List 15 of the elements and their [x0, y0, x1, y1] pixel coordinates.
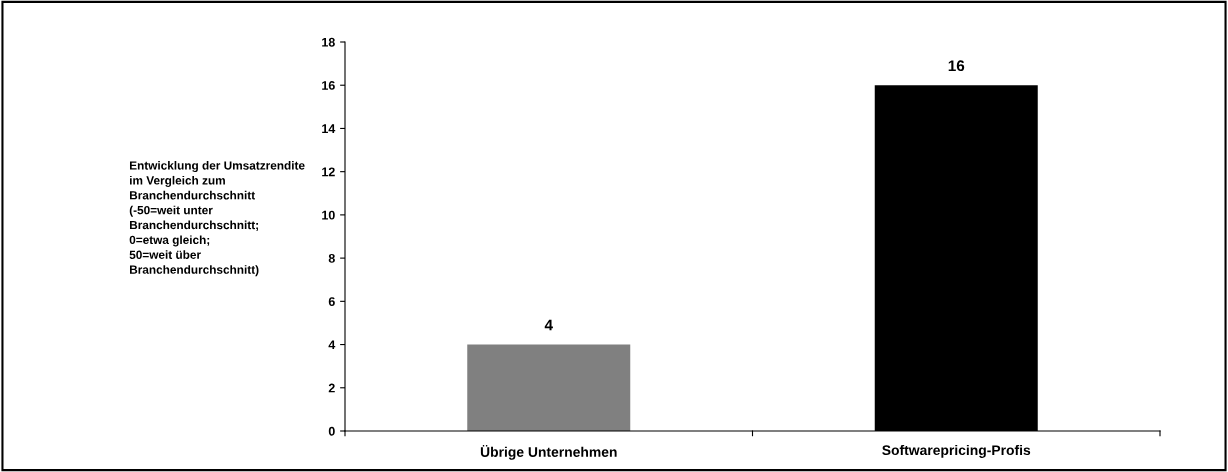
y-tick-label: 12 [322, 167, 335, 177]
y-tick-label: 14 [322, 124, 336, 133]
y-tick-label: 0 [328, 426, 335, 436]
y-tick-label: 6 [328, 297, 335, 306]
y-tick-label: 8 [328, 253, 335, 263]
y-tick-label: 2 [328, 383, 335, 393]
y-tick-label: 4 [328, 340, 336, 350]
data-label: 4 [544, 319, 553, 331]
x-tick-label: Übrige Unternehmen [480, 444, 617, 460]
y-axis-title: Entwicklung der Umsatzrendite im Vergleich zum Branchendurchschnitt (-50=weit unter Branchendurchschnitt; 0=etwa gleich; 50=weit über Branchendurchschnitt) [129, 161, 305, 277]
data-label: 16 [948, 60, 965, 72]
y-tick-label: 18 [322, 37, 335, 47]
x-tick-label: Softwarepricing-Profis [882, 444, 1031, 458]
y-tick-label: 16 [322, 81, 335, 90]
y-tick-label: 10 [322, 210, 335, 220]
